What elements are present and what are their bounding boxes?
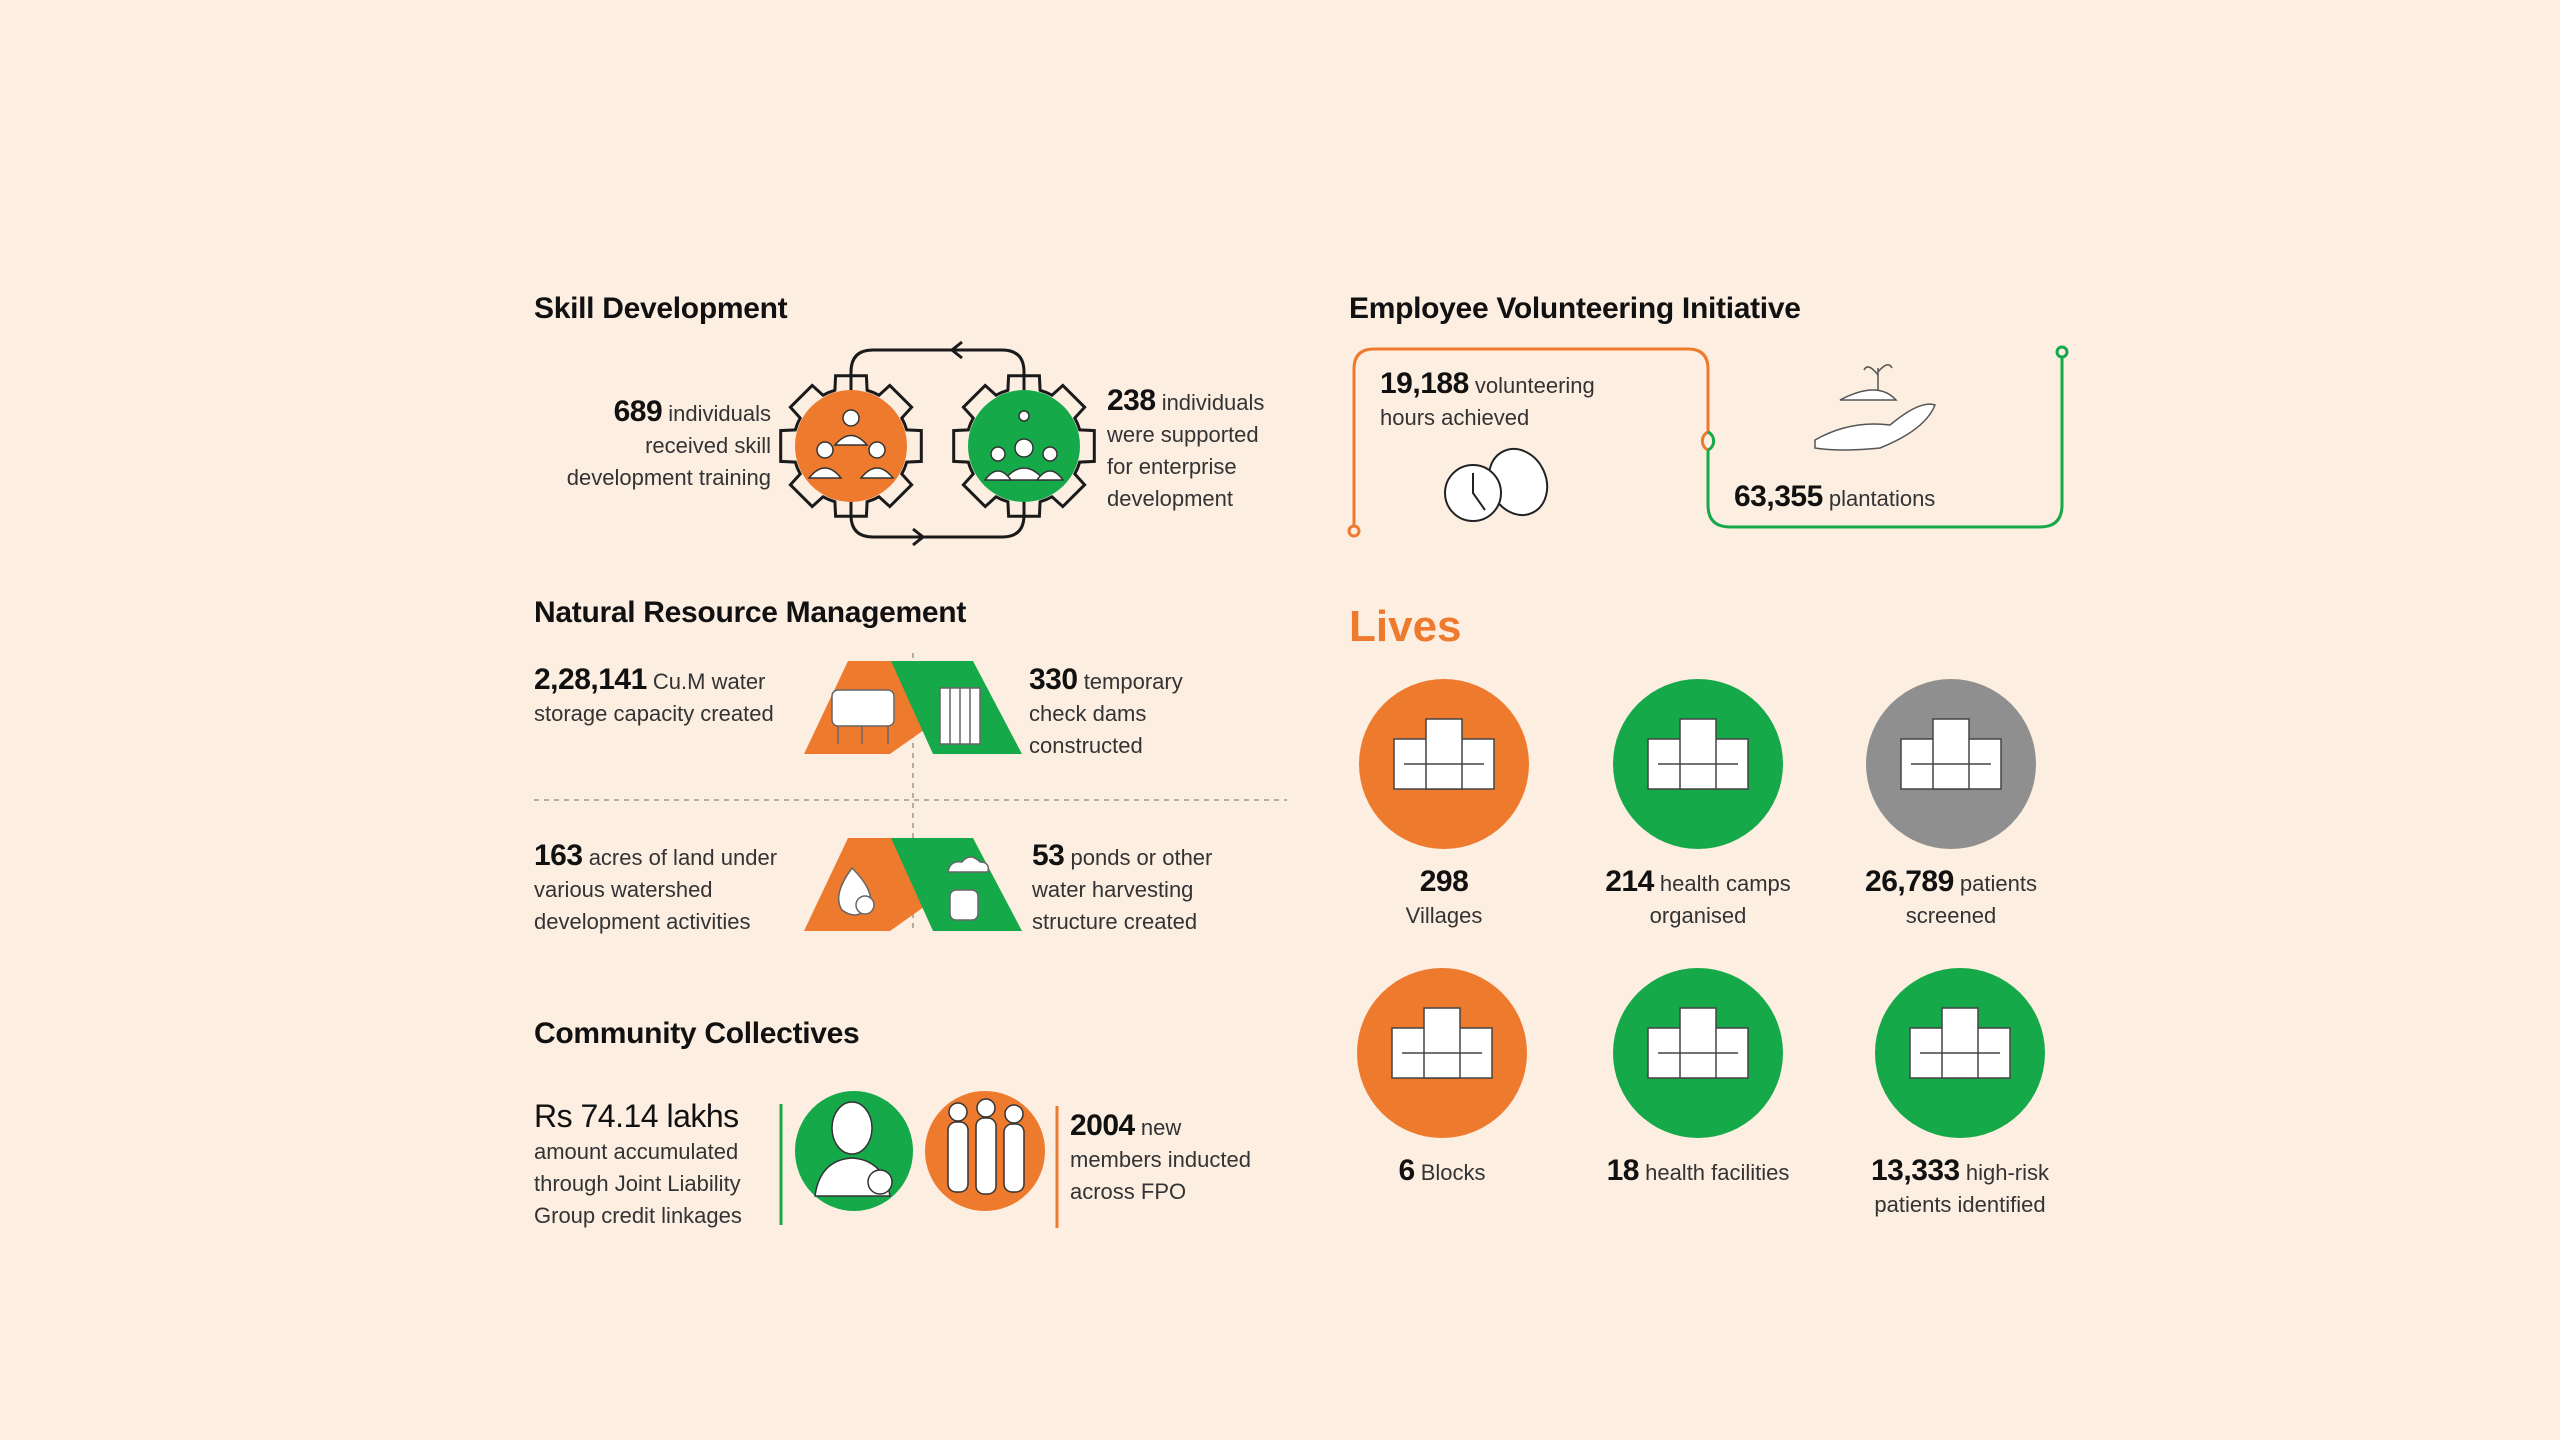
- rain-harvest-icon: [947, 856, 990, 921]
- check-dam-icon: [939, 687, 981, 745]
- skill-development-title: Skill Development: [534, 292, 788, 325]
- lives-stat: 13,333 high-risk patients identified: [1870, 1154, 2050, 1218]
- nrm-stat-watershed: 163 acres of land under various watershe…: [534, 839, 778, 935]
- nrm-title: Natural Resource Management: [534, 596, 967, 629]
- arrow-right-icon: [912, 527, 926, 547]
- entrepreneur-people-icon: [983, 410, 1065, 481]
- nrm-stat-ponds: 53 ponds or other water harvesting struc…: [1032, 839, 1213, 935]
- junction-marker: [1707, 430, 1716, 452]
- gear-icon: [779, 374, 923, 518]
- jlg-credit-stat: Rs 74.14 lakhs amount accumulated throug…: [534, 1098, 742, 1228]
- volunteering-title: Employee Volunteering Initiative: [1349, 292, 1801, 325]
- lives-stat: 214 health camps organised: [1605, 865, 1791, 929]
- gear-icon: [952, 374, 1096, 518]
- plantations-stat: 63,355 plantations: [1734, 480, 1936, 513]
- lives-stat: 26,789 patients screened: [1865, 865, 2037, 929]
- skill-training-stat: 689 individuals received skill developme…: [566, 395, 771, 491]
- women-group-icon: [947, 1098, 1025, 1195]
- orange-path: [1352, 347, 1710, 526]
- arrow-left-icon: [949, 340, 963, 360]
- volunteering-hours-stat: 19,188 volunteering hours achieved: [1380, 367, 1595, 431]
- water-drop-gear-icon: [837, 866, 875, 916]
- hand-seedling-icon: [1814, 364, 1936, 451]
- lives-stat: 6 Blocks: [1398, 1154, 1486, 1187]
- patient-doctor-icon: [1909, 1007, 2011, 1079]
- lives-stat: 298 Villages: [1405, 865, 1483, 929]
- nrm-stat-water-storage: 2,28,141 Cu.M water storage capacity cre…: [534, 663, 774, 727]
- clock-handshake-icon: [1444, 447, 1549, 522]
- cycle-top-connector: [849, 348, 1026, 430]
- lives-title: Lives: [1349, 602, 1462, 651]
- village-icon: [1393, 718, 1495, 790]
- woman-rupee-icon: [814, 1101, 893, 1197]
- fpo-members-stat: 2004 new members inducted across FPO: [1070, 1109, 1251, 1205]
- community-title: Community Collectives: [534, 1017, 860, 1050]
- enterprise-stat: 238 individuals were supported for enter…: [1107, 384, 1265, 512]
- health-facility-icon: [1647, 1007, 1749, 1079]
- nrm-stat-check-dams: 330 temporary check dams constructed: [1029, 663, 1183, 759]
- lives-stat: 18 health facilities: [1606, 1154, 1790, 1187]
- hospital-icon: [1647, 718, 1749, 790]
- map-pin-blocks-icon: [1391, 1007, 1493, 1079]
- water-tank-icon: [831, 689, 895, 744]
- screening-machine-icon: [1900, 718, 2002, 790]
- orange-endpoint-dot: [1347, 524, 1361, 538]
- green-endpoint-dot: [2055, 345, 2069, 359]
- trainer-people-icon: [807, 409, 895, 479]
- cycle-bottom-connector: [849, 470, 1026, 539]
- green-path: [1706, 357, 2064, 529]
